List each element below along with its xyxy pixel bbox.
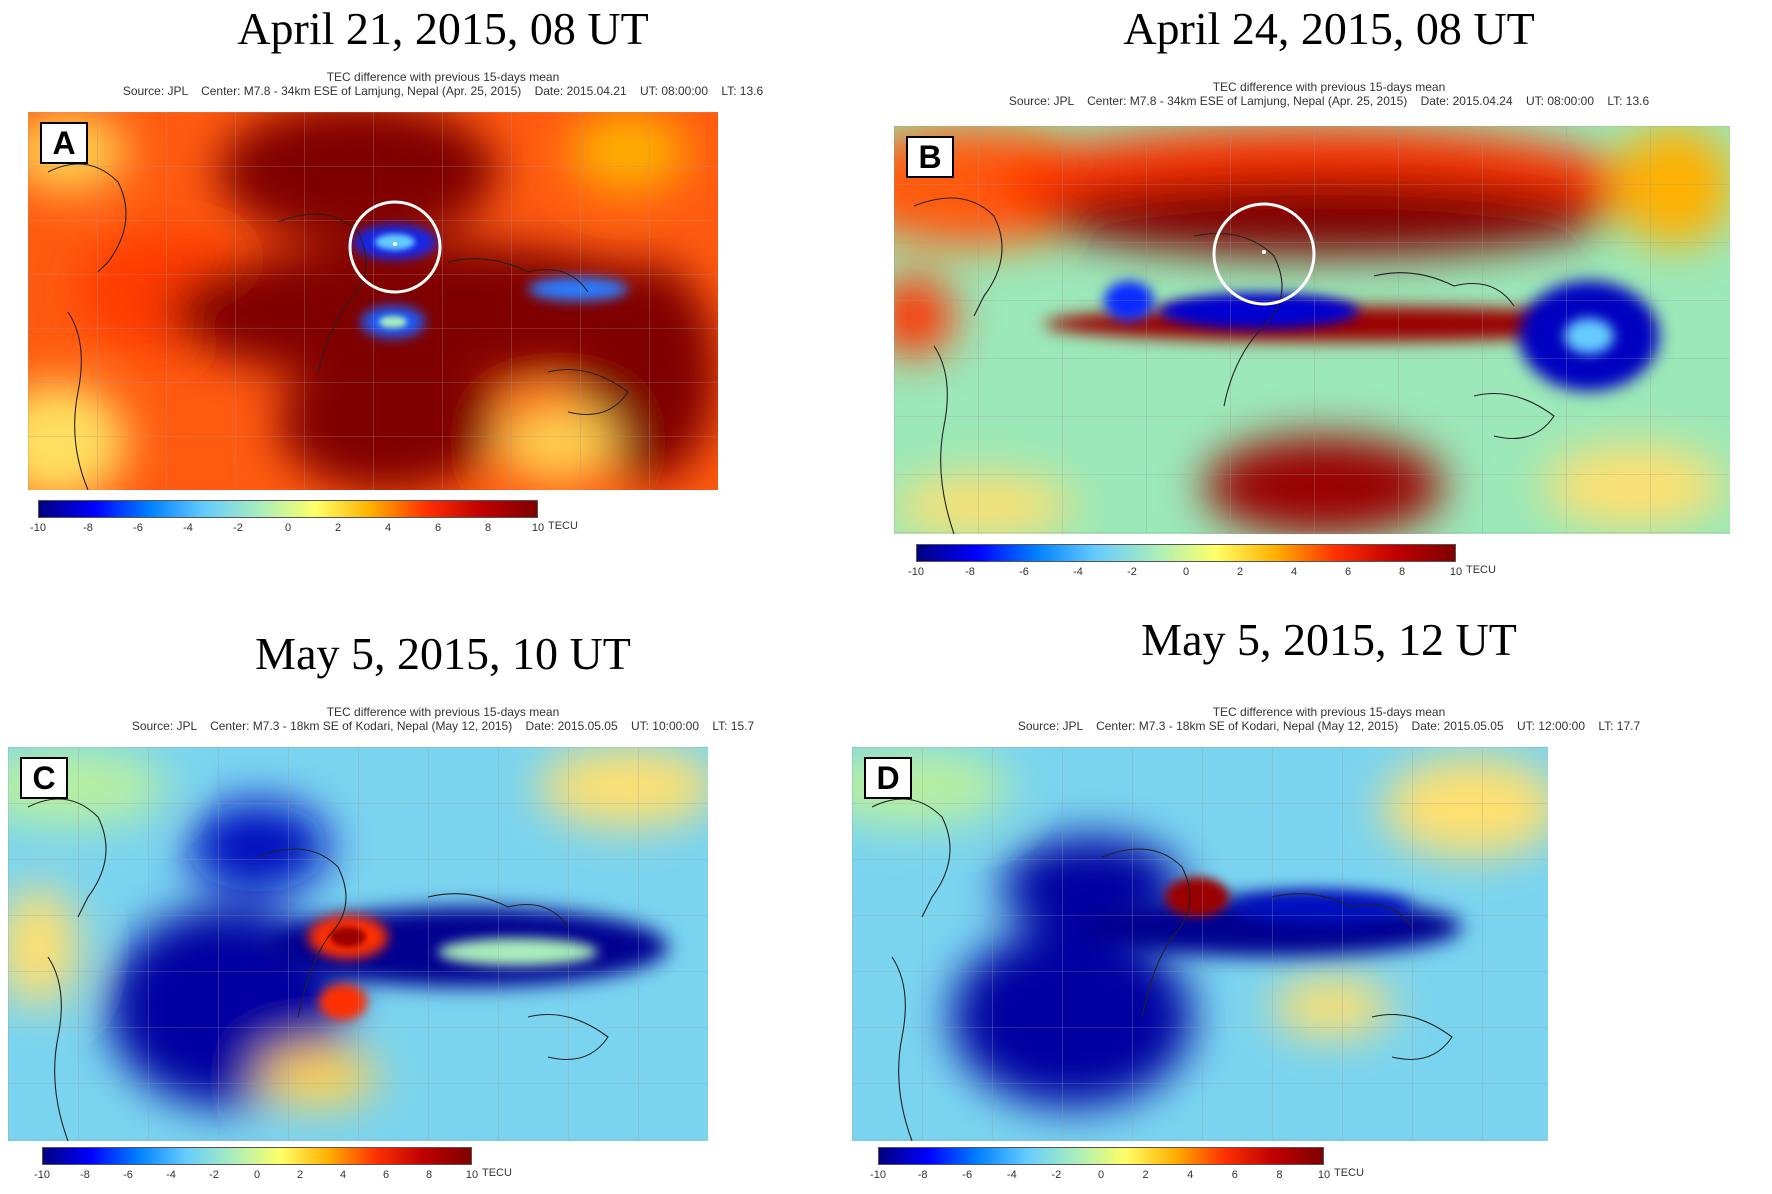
tec-map-svg (852, 747, 1548, 1141)
colorbar-tick: -4 (166, 1169, 176, 1181)
tec-map: B (894, 126, 1730, 534)
panel-letter: D (864, 757, 912, 799)
colorbar-tick: 4 (384, 522, 392, 534)
colorbar-tick: 0 (1097, 1169, 1105, 1181)
colorbar-tick: -6 (1019, 566, 1029, 578)
panel-title: May 5, 2015, 12 UT (1141, 614, 1517, 665)
colorbar-tick: 10 (1317, 1169, 1331, 1181)
tec-map: D (852, 747, 1548, 1141)
colorbar-tick: 2 (296, 1169, 304, 1181)
colorbar-tick: -4 (183, 522, 193, 534)
tec-map-svg (8, 747, 708, 1141)
colorbar-tick: 4 (1290, 566, 1298, 578)
tec-map-svg (894, 126, 1730, 534)
colorbar-unit: TECU (548, 520, 578, 532)
colorbar-tick: 6 (434, 522, 442, 534)
colorbar-tick: 2 (1142, 1169, 1149, 1181)
colorbar: -10 -8 -6 -4 -2 0 2 4 6 8 10 TECU (908, 544, 1496, 578)
colorbar-tick: -2 (1051, 1169, 1062, 1181)
colorbar: -10 -8 -6 -4 -2 0 2 4 6 8 10 TECU (34, 1147, 512, 1181)
panel-header-line2: Source: JPL Center: M7.3 - 18km SE of Ko… (131, 719, 755, 733)
colorbar-tick: 4 (1187, 1169, 1194, 1181)
colorbar-tick: -6 (133, 522, 143, 534)
colorbar: -10 -8 -6 -4 -2 0 2 4 6 8 10 TECU (870, 1147, 1364, 1181)
colorbar-gradient (38, 500, 538, 518)
tec-map: A (28, 112, 718, 490)
panel-title: April 21, 2015, 08 UT (237, 3, 649, 54)
colorbar-tick: -10 (34, 1169, 50, 1181)
colorbar-tick: 0 (284, 522, 292, 534)
colorbar-tick: -10 (870, 1169, 886, 1181)
coastlines (871, 798, 1453, 1141)
panel-letter: A (40, 122, 88, 164)
colorbar-tick: 8 (1276, 1169, 1283, 1181)
epicenter-circle (348, 200, 442, 294)
colorbar-tick: -6 (123, 1169, 133, 1181)
panel-header-line2: Source: JPL Center: M7.8 - 34km ESE of L… (122, 84, 764, 98)
coastlines (27, 798, 609, 1141)
colorbar-tick: 0 (253, 1169, 261, 1181)
epicenter-marker (393, 242, 397, 246)
colorbar-tick: 2 (334, 522, 342, 534)
panel-header-line1: TEC difference with previous 15-days mea… (1212, 705, 1446, 719)
map-grid (28, 112, 718, 490)
panel-d: May 5, 2015, 12 UT TEC difference with p… (852, 597, 1772, 1194)
panel-header-line2: Source: JPL Center: M7.3 - 18km SE of Ko… (1017, 719, 1641, 733)
colorbar-unit: TECU (1334, 1167, 1364, 1179)
panel-header-line1: TEC difference with previous 15-days mea… (326, 705, 560, 719)
panel-c: May 5, 2015, 10 UT TEC difference with p… (0, 597, 886, 1194)
colorbar-tick: -10 (908, 566, 924, 578)
panel-header-line1: TEC difference with previous 15-days mea… (1212, 80, 1446, 94)
colorbar-unit: TECU (482, 1167, 512, 1179)
map-grid (852, 747, 1548, 1141)
panel-header-line1: TEC difference with previous 15-days mea… (326, 70, 560, 84)
colorbar-tick: -8 (965, 566, 975, 578)
epicenter-circle (1212, 202, 1316, 306)
panel-title: May 5, 2015, 10 UT (255, 628, 631, 679)
colorbar-tick: 0 (1182, 566, 1190, 578)
panel-letter: C (20, 757, 68, 799)
coastlines (913, 197, 1555, 534)
colorbar-gradient (42, 1147, 472, 1165)
colorbar-tick: 10 (1449, 566, 1463, 578)
epicenter-marker (1262, 250, 1266, 254)
colorbar-tick: 6 (382, 1169, 390, 1181)
colorbar-tick: 10 (465, 1169, 479, 1181)
colorbar-tick: -2 (209, 1169, 219, 1181)
panel-a: April 21, 2015, 08 UT TEC difference wit… (0, 0, 886, 597)
colorbar-tick: -2 (233, 522, 243, 534)
panel-letter: B (906, 136, 954, 178)
colorbar-tick: -4 (1006, 1169, 1017, 1181)
map-grid (894, 126, 1730, 534)
colorbar-tick: -8 (80, 1169, 90, 1181)
colorbar-tick: 6 (1231, 1169, 1238, 1181)
tec-map-svg (28, 112, 718, 490)
colorbar-tick: 10 (531, 522, 545, 534)
colorbar-gradient (878, 1147, 1324, 1165)
colorbar-unit: TECU (1466, 564, 1496, 576)
panel-title: April 24, 2015, 08 UT (1123, 3, 1535, 54)
colorbar-tick: 8 (425, 1169, 433, 1181)
colorbar-tick: -2 (1127, 566, 1137, 578)
colorbar-tick: -6 (962, 1169, 973, 1181)
colorbar-tick: 4 (339, 1169, 347, 1181)
colorbar-gradient (916, 544, 1456, 562)
colorbar-tick: -8 (917, 1169, 928, 1181)
colorbar-tick: -10 (30, 522, 46, 534)
coastlines (47, 163, 629, 490)
panel-b: April 24, 2015, 08 UT TEC difference wit… (886, 0, 1772, 597)
colorbar-tick: 6 (1344, 566, 1352, 578)
panel-header-line2: Source: JPL Center: M7.8 - 34km ESE of L… (1008, 94, 1650, 108)
colorbar: -10 -8 -6 -4 -2 0 2 4 6 8 10 TECU (30, 500, 578, 534)
colorbar-tick: -8 (83, 522, 93, 534)
colorbar-tick: -4 (1073, 566, 1083, 578)
colorbar-tick: 8 (484, 522, 492, 534)
tec-map: C (8, 747, 708, 1141)
map-grid (8, 747, 708, 1141)
colorbar-tick: 8 (1398, 566, 1406, 578)
colorbar-tick: 2 (1236, 566, 1244, 578)
